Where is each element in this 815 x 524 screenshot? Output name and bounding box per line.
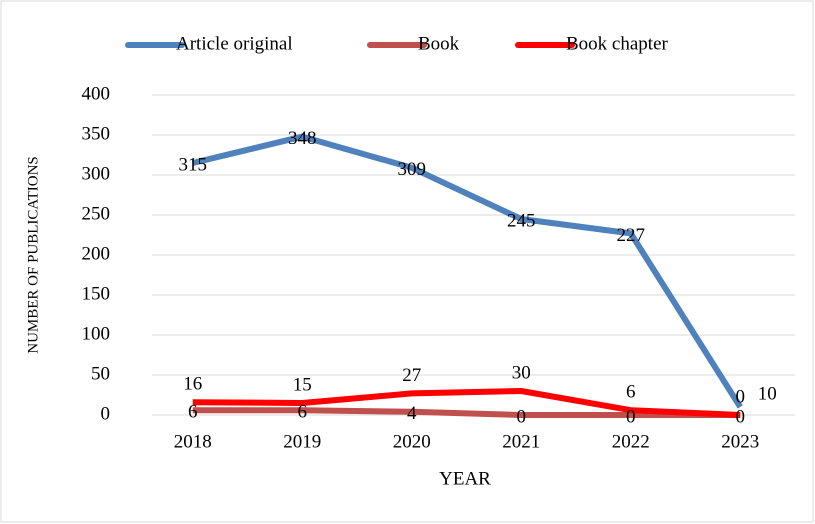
data-label: 315	[179, 154, 208, 175]
y-tick-label: 200	[82, 243, 111, 264]
x-tick-label: 2023	[721, 431, 759, 452]
data-label: 0	[736, 386, 746, 407]
y-tick-label: 150	[82, 283, 111, 304]
data-label: 6	[188, 402, 198, 423]
y-tick-label: 0	[101, 403, 111, 424]
y-tick-label: 250	[82, 203, 111, 224]
y-tick-label: 300	[82, 163, 111, 184]
data-label: 309	[398, 159, 427, 180]
data-label: 15	[293, 374, 312, 395]
legend-label: Book	[418, 33, 460, 54]
series-line	[192, 133, 743, 409]
data-label: 227	[617, 225, 646, 246]
x-tick-label: 2018	[174, 431, 212, 452]
y-tick-label: 50	[91, 363, 110, 384]
data-label: 0	[626, 406, 636, 427]
data-label: 27	[402, 365, 421, 386]
legend-label: Article original	[176, 33, 293, 54]
data-label: 10	[758, 383, 777, 404]
series-line	[192, 407, 741, 418]
data-label: 16	[183, 374, 202, 395]
data-label: 6	[626, 382, 636, 403]
data-label: 0	[736, 406, 746, 427]
series-line	[192, 388, 741, 418]
data-label: 30	[512, 362, 531, 383]
x-tick-label: 2022	[612, 431, 650, 452]
x-tick-label: 2019	[283, 431, 321, 452]
data-label: 348	[288, 128, 317, 149]
x-tick-label: 2021	[502, 431, 540, 452]
data-label: 0	[517, 406, 527, 427]
y-tick-label: 400	[82, 83, 111, 104]
legend-label: Book chapter	[566, 33, 669, 54]
data-label: 6	[298, 402, 308, 423]
y-tick-label: 350	[82, 123, 111, 144]
y-axis-title: NUMBER OF PUBLICATIONS	[25, 156, 41, 354]
y-tick-label: 100	[82, 323, 111, 344]
data-label: 4	[407, 403, 417, 424]
data-label: 245	[507, 210, 536, 231]
x-axis-title: YEAR	[439, 468, 491, 489]
x-tick-label: 2020	[393, 431, 431, 452]
